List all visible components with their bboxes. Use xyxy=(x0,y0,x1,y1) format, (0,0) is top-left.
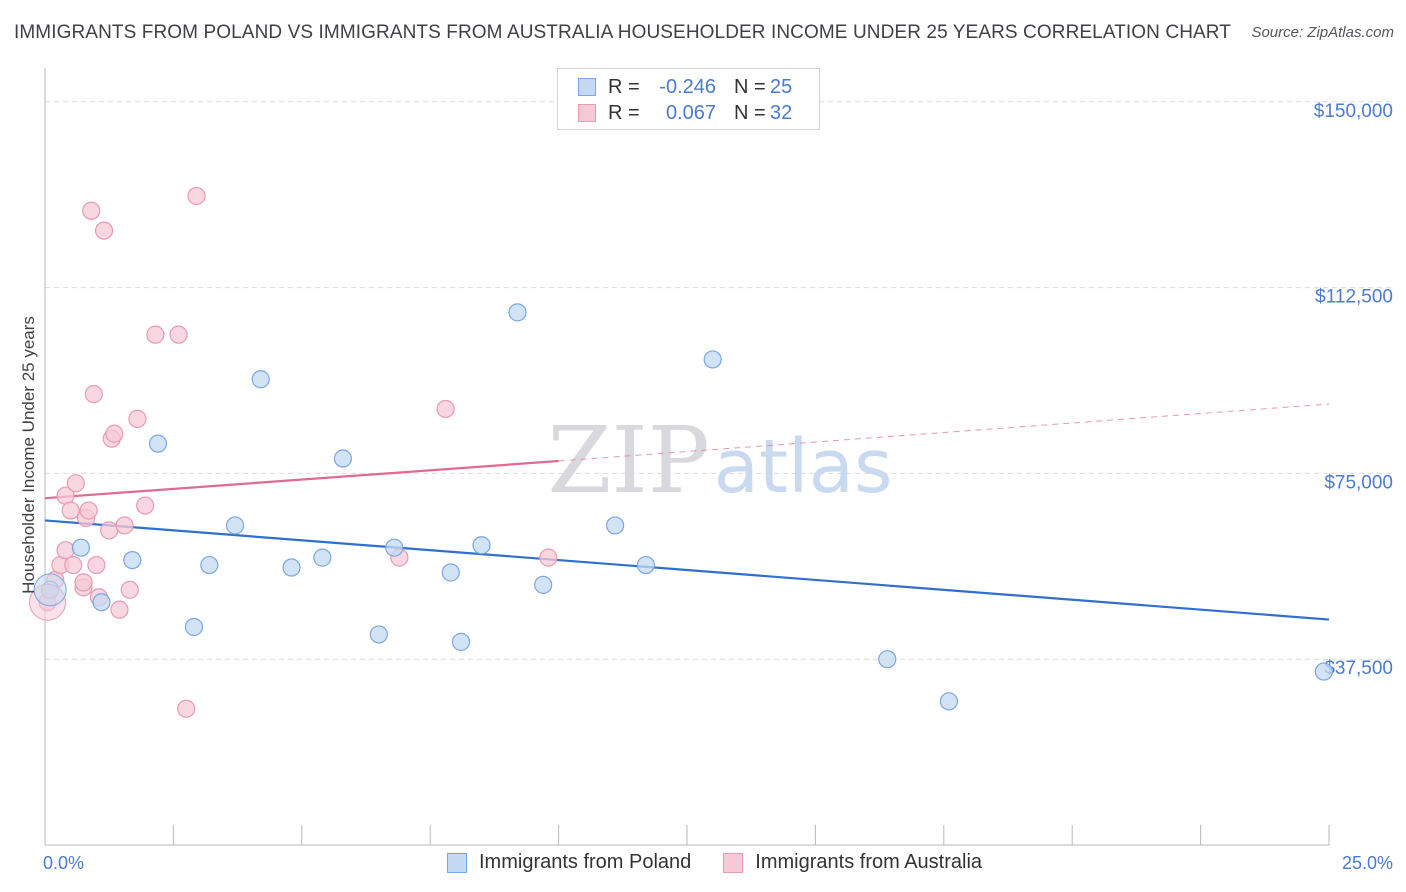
point-poland-16 xyxy=(472,536,491,555)
australia-r-value: 0.067 xyxy=(665,101,716,124)
point-australia-17 xyxy=(100,521,119,540)
point-poland-7 xyxy=(225,516,245,535)
point-australia-5 xyxy=(61,501,80,520)
trend-line-australia xyxy=(44,459,559,500)
legend-row-poland: R = -0.246 N = 25 xyxy=(578,74,792,100)
legend-australia-label: Immigrants from Australia xyxy=(755,851,983,873)
point-poland-20 xyxy=(636,555,656,575)
y-tick-label-2: $75,000 xyxy=(1324,472,1393,493)
point-poland-10 xyxy=(313,548,332,567)
point-australia-22 xyxy=(120,580,139,599)
cluster-poland xyxy=(33,573,67,607)
point-australia-9 xyxy=(74,573,93,592)
point-australia-12 xyxy=(82,201,101,220)
point-poland-1 xyxy=(71,538,91,557)
legend-australia-swatch xyxy=(723,852,744,873)
poland-r-value: -0.246 xyxy=(659,75,716,98)
point-poland-15 xyxy=(451,632,471,651)
trend-lines xyxy=(44,403,1330,621)
point-poland-11 xyxy=(333,449,352,468)
legend-item-poland: Immigrants from Poland xyxy=(447,851,691,874)
x-tick-labels: 0.0% 25.0% xyxy=(43,853,1393,873)
y-tick-labels: $150,000 $112,500 $75,000 $37,500 xyxy=(1314,101,1393,679)
point-australia-19 xyxy=(105,424,124,443)
chart-title: IMMIGRANTS FROM POLAND VS IMMIGRANTS FRO… xyxy=(14,22,1231,43)
point-australia-24 xyxy=(136,496,155,515)
point-australia-11 xyxy=(79,501,98,520)
axes xyxy=(44,68,1330,846)
legend-row-australia: R = 0.067 N = 32 xyxy=(578,100,792,126)
point-poland-4 xyxy=(148,434,168,453)
australia-swatch xyxy=(578,104,596,122)
poland-swatch xyxy=(578,78,596,96)
point-poland-21 xyxy=(703,350,722,369)
point-poland-6 xyxy=(200,555,219,575)
point-poland-18 xyxy=(534,575,553,594)
x-tick-label-max: 25.0% xyxy=(1342,853,1393,873)
point-poland-22 xyxy=(878,650,897,669)
watermark-atlas: atlas xyxy=(714,424,893,510)
legend-poland-label: Immigrants from Poland xyxy=(479,851,692,873)
point-poland-12 xyxy=(369,625,388,644)
point-australia-21 xyxy=(115,516,134,535)
point-poland-14 xyxy=(441,563,460,582)
point-poland-9 xyxy=(282,558,301,577)
point-australia-27 xyxy=(177,699,196,718)
point-poland-23 xyxy=(939,692,959,711)
point-poland-5 xyxy=(184,617,204,637)
australia-n-value: 32 xyxy=(770,101,793,124)
point-poland-8 xyxy=(251,370,270,389)
point-australia-25 xyxy=(146,325,165,344)
point-australia-31 xyxy=(539,548,558,567)
watermark: ZIPatlas xyxy=(548,407,893,514)
trend-line-poland xyxy=(44,519,1330,621)
y-tick-label-3: $37,500 xyxy=(1324,658,1393,679)
point-australia-7 xyxy=(66,474,85,493)
poland-n-label: N = xyxy=(734,75,766,98)
legend-item-australia: Immigrants from Australia xyxy=(723,851,982,874)
point-australia-14 xyxy=(87,555,106,575)
point-poland-19 xyxy=(605,516,625,535)
watermark-zip: ZIP xyxy=(548,407,710,514)
point-australia-13 xyxy=(84,385,103,404)
point-poland-17 xyxy=(508,303,527,322)
point-poland-13 xyxy=(385,538,404,557)
australia-r-label: R = xyxy=(608,101,640,124)
point-poland-2 xyxy=(92,593,111,612)
correlation-legend: R = -0.246 N = 25 R = 0.067 N = 32 xyxy=(557,68,820,130)
point-australia-16 xyxy=(94,221,114,240)
poland-n-value: 25 xyxy=(770,75,793,98)
point-australia-23 xyxy=(128,409,147,428)
series-legend: Immigrants from Poland Immigrants from A… xyxy=(447,851,1014,874)
source-label: Source: ZipAtlas.com xyxy=(1251,24,1394,41)
data-points xyxy=(29,186,1333,718)
point-australia-28 xyxy=(187,186,206,206)
poland-r-label: R = xyxy=(608,75,640,98)
australia-n-label: N = xyxy=(734,101,766,124)
y-axis-label: Householder Income Under 25 years xyxy=(19,316,38,594)
y-tick-label-0: $150,000 xyxy=(1314,101,1393,122)
point-poland-3 xyxy=(123,550,142,570)
point-australia-6 xyxy=(64,555,83,575)
legend-poland-swatch xyxy=(447,852,467,873)
point-australia-20 xyxy=(110,600,129,619)
gridlines xyxy=(45,101,1395,660)
y-tick-label-1: $112,500 xyxy=(1315,287,1393,308)
point-australia-30 xyxy=(436,399,455,419)
x-tick-label-min: 0.0% xyxy=(43,853,84,873)
point-poland-24 xyxy=(1314,662,1333,681)
point-australia-26 xyxy=(169,325,188,344)
trend-line-australia-projection xyxy=(558,403,1330,462)
